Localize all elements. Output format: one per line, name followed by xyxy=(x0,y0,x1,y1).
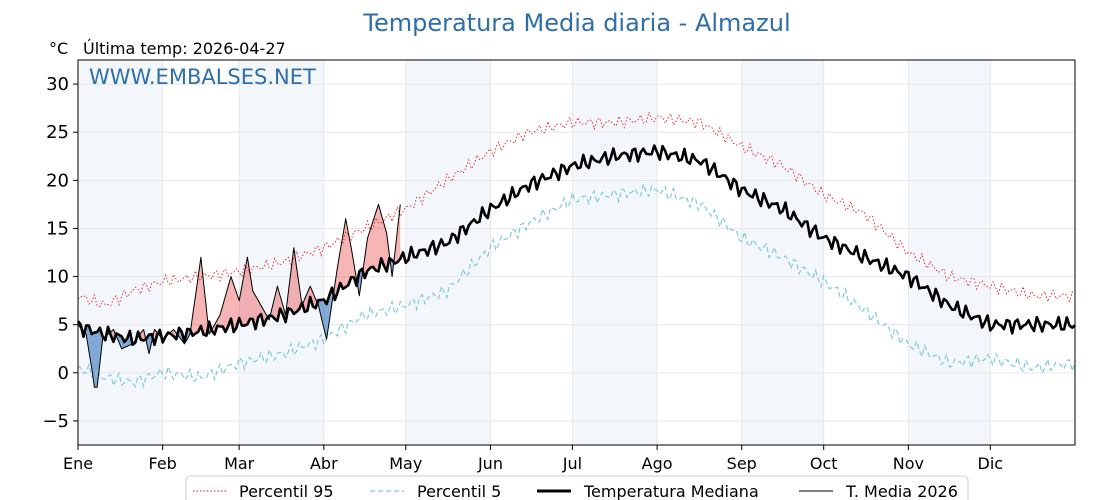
x-tick-label-mar: Mar xyxy=(224,454,255,473)
anomaly-cold-fill xyxy=(91,332,95,388)
anomaly-warm-fill xyxy=(198,257,201,332)
legend-box xyxy=(185,475,969,500)
y-tick-label-5: 5 xyxy=(58,315,69,336)
legend-label-2026: T. Media 2026 xyxy=(845,482,958,500)
anomaly-warm-fill xyxy=(271,297,275,319)
anomaly-warm-fill xyxy=(239,286,242,326)
anomaly-cold-fill xyxy=(119,334,122,349)
series-lines xyxy=(76,110,1076,389)
x-tick-label-may: May xyxy=(389,454,422,473)
month-band-mar xyxy=(239,60,324,445)
legend-label-p5: Percentil 5 xyxy=(417,482,501,500)
grid-lines xyxy=(77,60,1075,445)
y-tick-label-30: 30 xyxy=(46,74,69,95)
anomaly-warm-fill xyxy=(370,221,373,268)
anomaly-warm-fill xyxy=(228,276,231,327)
line-temperatura-mediana xyxy=(76,144,1076,347)
anomaly-warm-fill xyxy=(291,247,294,314)
line-t-media-2026 xyxy=(77,203,401,388)
x-tick-label-sep: Sep xyxy=(727,454,757,473)
anomaly-warm-fill xyxy=(220,305,223,327)
anomaly-warm-fill xyxy=(244,257,248,326)
x-axis: Ene Feb Mar Abr May Jun Jul Ago Sep Oct Nov Dic xyxy=(63,445,1003,473)
legend-label-mediana: Temperatura Mediana xyxy=(583,482,759,500)
anomaly-warm-fill xyxy=(250,274,253,320)
month-band-sep xyxy=(741,60,824,445)
x-tick-label-jul: Jul xyxy=(562,454,582,473)
anomaly-cold-fill xyxy=(97,327,100,388)
anomaly-warm-fill xyxy=(203,283,207,336)
month-band-jul xyxy=(572,60,658,445)
unit-label: °C xyxy=(49,39,68,58)
anomaly-cold-fill xyxy=(88,325,92,368)
anomaly-warm-fill xyxy=(225,286,229,332)
y-tick-label-15: 15 xyxy=(46,218,69,239)
anomaly-warm-fill xyxy=(296,266,300,312)
anomaly-warm-fill xyxy=(375,204,379,272)
anomaly-warm-fill xyxy=(288,270,292,310)
y-tick-label--5: −5 xyxy=(42,411,69,432)
anomaly-cold-fill xyxy=(94,332,98,388)
anomaly-warm-fill xyxy=(345,218,349,288)
month-band-ene xyxy=(78,60,163,445)
anomaly-warm-fill xyxy=(222,295,226,332)
month-band-nov xyxy=(908,60,991,445)
anomaly-warm-fill xyxy=(192,295,196,336)
x-tick-label-feb: Feb xyxy=(149,454,177,473)
anomaly-warm-fill xyxy=(373,212,376,271)
watermark: WWW.EMBALSES.NET xyxy=(89,65,316,89)
anomaly-warm-fill xyxy=(383,223,387,272)
anomaly-warm-fill xyxy=(397,204,401,263)
y-tick-label-10: 10 xyxy=(46,267,69,288)
anomaly-cold-fill xyxy=(321,299,324,328)
x-tick-label-abr: Abr xyxy=(310,454,338,473)
x-tick-label-dic: Dic xyxy=(978,454,1004,473)
last-temp-label: Última temp: 2026-04-27 xyxy=(83,39,286,58)
legend: Percentil 95 Percentil 5 Temperatura Med… xyxy=(185,475,969,500)
anomaly-warm-fill xyxy=(364,238,368,278)
line-percentil-5 xyxy=(77,181,1076,389)
chart-title: Temperatura Media diaria - Almazul xyxy=(362,9,790,37)
x-tick-label-oct: Oct xyxy=(810,454,838,473)
anomaly-warm-fill xyxy=(217,315,220,327)
anomaly-warm-fill xyxy=(381,214,384,266)
legend-label-p95: Percentil 95 xyxy=(239,482,334,500)
anomaly-warm-fill xyxy=(378,204,382,272)
y-tick-label-20: 20 xyxy=(46,170,69,191)
x-tick-label-nov: Nov xyxy=(893,454,924,473)
anomaly-warm-fill xyxy=(233,284,237,333)
y-tick-label-25: 25 xyxy=(46,122,69,143)
anomaly-warm-fill xyxy=(367,229,371,271)
month-bands xyxy=(78,60,991,445)
anomaly-warm-fill xyxy=(195,276,199,334)
x-tick-label-jun: Jun xyxy=(477,454,503,473)
x-tick-label-ene: Ene xyxy=(63,454,93,473)
y-tick-label-0: 0 xyxy=(58,363,69,384)
anomaly-warm-fill xyxy=(351,247,354,278)
y-axis: −5 0 5 10 15 20 25 30 xyxy=(42,74,78,432)
plot-frame xyxy=(77,59,1076,446)
x-tick-label-ago: Ago xyxy=(642,454,673,473)
anomaly-cold-fill xyxy=(326,295,330,340)
